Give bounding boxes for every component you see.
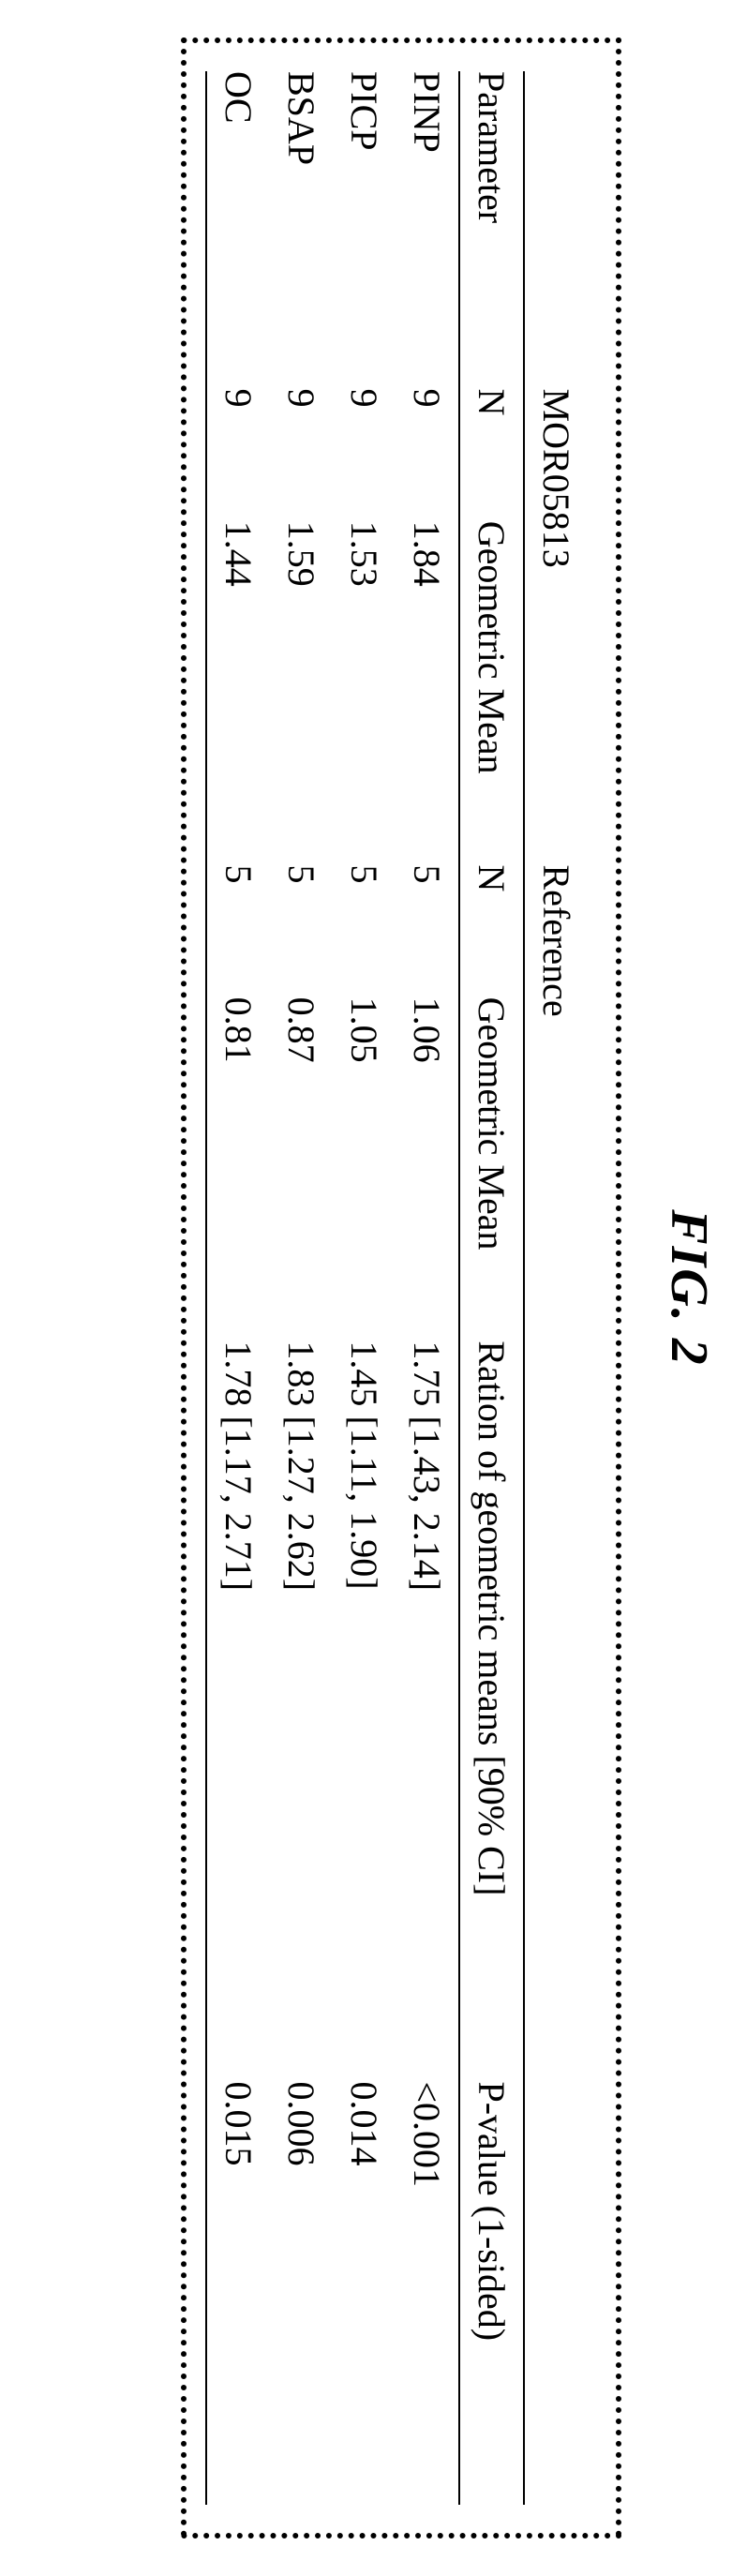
cell-gm1: 1.53 — [333, 521, 396, 865]
col-pvalue: P-value (1-sided) — [459, 2081, 524, 2505]
group-blank-p — [524, 2081, 588, 2505]
group-blank-ratio — [524, 1340, 588, 2081]
cell-n2: 5 — [333, 865, 396, 997]
group-treatment: MOR05813 — [524, 389, 588, 865]
cell-gm2: 1.06 — [396, 997, 459, 1341]
cell-gm2: 0.81 — [206, 997, 270, 1341]
figure-title: FIG. 2 — [659, 0, 719, 2576]
cell-ratio: 1.78 [1.17, 2.71] — [206, 1340, 270, 2081]
table-frame: MOR05813 Reference Parameter N Geometric… — [181, 37, 621, 2539]
cell-p: 0.006 — [270, 2081, 333, 2505]
cell-p: <0.001 — [396, 2081, 459, 2505]
col-parameter: Parameter — [459, 71, 524, 389]
col-ratio: Ration of geometric means [90% CI] — [459, 1340, 524, 2081]
table-row: PINP 9 1.84 5 1.06 1.75 [1.43, 2.14] <0.… — [396, 71, 459, 2505]
cell-n1: 9 — [396, 389, 459, 521]
cell-param: BSAP — [270, 71, 333, 389]
cell-n2: 5 — [206, 865, 270, 997]
col-n-2: N — [459, 865, 524, 997]
table-row: PICP 9 1.53 5 1.05 1.45 [1.11, 1.90] 0.0… — [333, 71, 396, 2505]
cell-n1: 9 — [270, 389, 333, 521]
cell-ratio: 1.45 [1.11, 1.90] — [333, 1340, 396, 2081]
results-table: MOR05813 Reference Parameter N Geometric… — [205, 71, 588, 2505]
table-row: OC 9 1.44 5 0.81 1.78 [1.17, 2.71] 0.015 — [206, 71, 270, 2505]
cell-gm2: 0.87 — [270, 997, 333, 1341]
table-row: BSAP 9 1.59 5 0.87 1.83 [1.27, 2.62] 0.0… — [270, 71, 333, 2505]
cell-ratio: 1.75 [1.43, 2.14] — [396, 1340, 459, 2081]
group-blank — [524, 71, 588, 389]
cell-p: 0.014 — [333, 2081, 396, 2505]
col-geomean-2: Geometric Mean — [459, 997, 524, 1341]
cell-n1: 9 — [206, 389, 270, 521]
column-header-row: Parameter N Geometric Mean N Geometric M… — [459, 71, 524, 2505]
group-header-row: MOR05813 Reference — [524, 71, 588, 2505]
cell-param: PINP — [396, 71, 459, 389]
cell-n2: 5 — [396, 865, 459, 997]
cell-n1: 9 — [333, 389, 396, 521]
cell-gm2: 1.05 — [333, 997, 396, 1341]
col-n-1: N — [459, 389, 524, 521]
cell-gm1: 1.44 — [206, 521, 270, 865]
cell-gm1: 1.59 — [270, 521, 333, 865]
cell-gm1: 1.84 — [396, 521, 459, 865]
cell-ratio: 1.83 [1.27, 2.62] — [270, 1340, 333, 2081]
cell-n2: 5 — [270, 865, 333, 997]
cell-p: 0.015 — [206, 2081, 270, 2505]
group-reference: Reference — [524, 865, 588, 1341]
cell-param: OC — [206, 71, 270, 389]
col-geomean-1: Geometric Mean — [459, 521, 524, 865]
cell-param: PICP — [333, 71, 396, 389]
